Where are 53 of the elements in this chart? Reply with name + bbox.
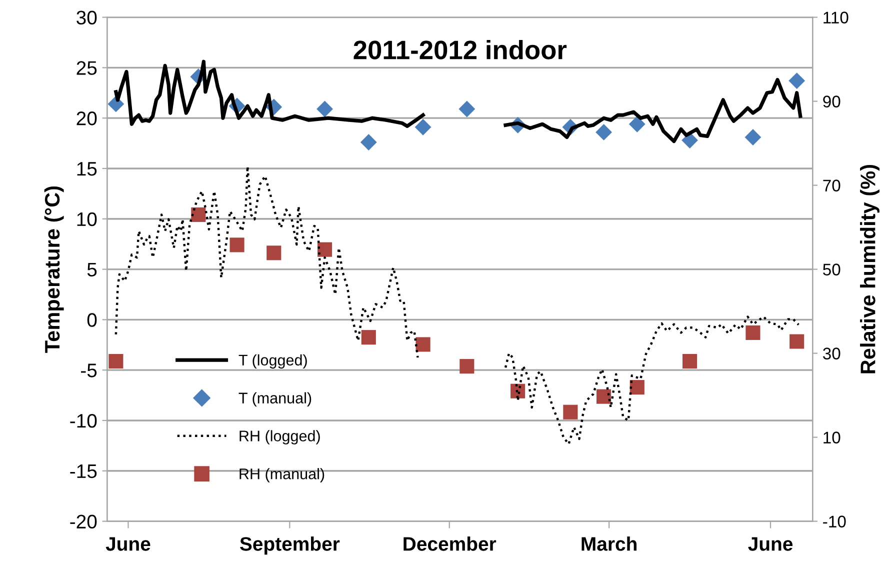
- y-tick-label: 10: [77, 212, 97, 226]
- x-tick-label: March: [582, 536, 636, 551]
- point: [744, 129, 762, 146]
- y-tick-label: -10: [70, 414, 97, 428]
- y2-tick-label: 110: [824, 12, 848, 24]
- point: [458, 100, 476, 118]
- point: [790, 334, 804, 349]
- point: [360, 134, 377, 150]
- point: [266, 246, 282, 260]
- y-axis-title: Temperature (°C): [44, 186, 64, 353]
- point: [682, 132, 698, 148]
- y-tick-label: 20: [76, 112, 97, 126]
- y-tick-label: -15: [70, 464, 97, 478]
- y2-tick-label: 30: [822, 348, 840, 360]
- y2-axis-title: Relative humidity (%): [860, 164, 880, 374]
- x-tick-label: June: [106, 537, 150, 551]
- y-tick-label: 30: [76, 10, 97, 25]
- legend-label: RH (manual): [240, 468, 324, 482]
- point: [230, 238, 244, 252]
- point: [361, 330, 376, 345]
- legend-label: RH (logged): [240, 430, 320, 444]
- y-tick-label: 0: [87, 313, 97, 327]
- point: [746, 325, 760, 340]
- point: [316, 100, 333, 118]
- x-tick-label: December: [404, 536, 496, 551]
- legend-label: T (logged): [238, 354, 307, 369]
- y-tick-label: 15: [77, 162, 97, 176]
- point: [108, 354, 124, 369]
- y2-tick-label: 50: [823, 264, 840, 276]
- y2-tick-label: 10: [824, 432, 840, 444]
- point: [682, 354, 698, 369]
- point: [630, 380, 644, 395]
- x-tick-label: June: [748, 537, 793, 551]
- y2-tick-label: 70: [823, 180, 840, 192]
- y-tick-label: -20: [70, 514, 97, 529]
- y-tick-label: 5: [87, 262, 97, 277]
- point: [460, 359, 474, 374]
- point: [628, 116, 646, 132]
- legend-label: T (manual): [238, 392, 312, 406]
- point: [596, 124, 612, 140]
- point: [788, 72, 806, 89]
- point: [563, 404, 578, 420]
- point: [596, 389, 612, 404]
- point: [414, 118, 432, 136]
- point: [317, 242, 332, 257]
- y2-tick-label: -10: [823, 516, 846, 528]
- y2-tick-label: 90: [823, 96, 840, 108]
- point: [191, 207, 206, 222]
- y-tick-label: -5: [81, 364, 97, 378]
- y-tick-label: 25: [76, 61, 97, 75]
- text: 2011-2012 indoor: [354, 40, 567, 60]
- point: [416, 337, 430, 352]
- x-tick-label: September: [240, 536, 340, 555]
